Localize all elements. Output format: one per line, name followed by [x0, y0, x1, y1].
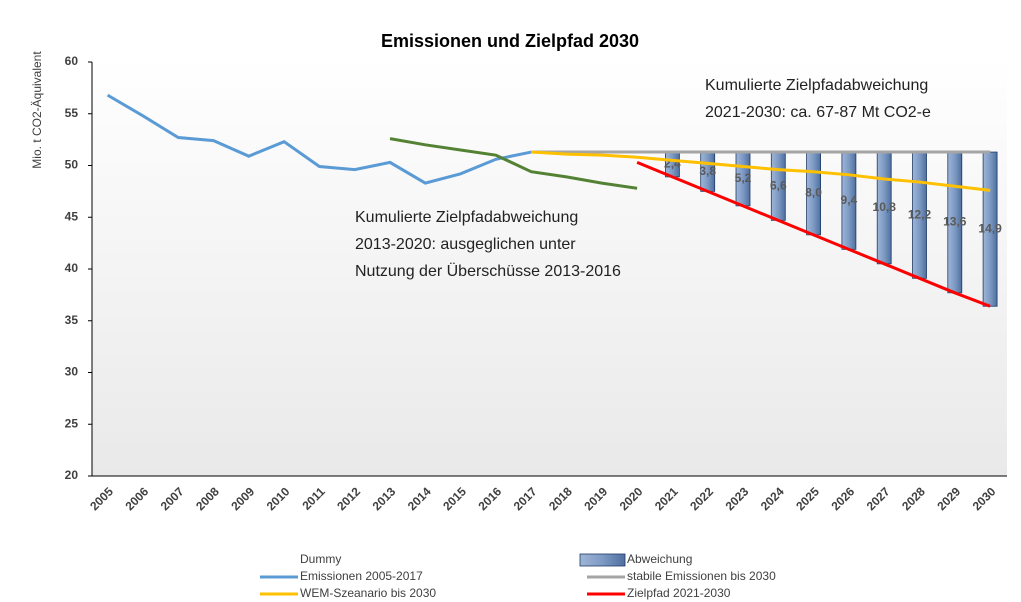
y-tick-label: 55: [65, 106, 79, 120]
legend-label: Zielpfad 2021-2030: [627, 586, 731, 600]
legend-label: Dummy: [300, 552, 341, 566]
y-tick-label: 50: [65, 158, 79, 172]
bar-label: 8,0: [805, 186, 822, 200]
bar-label: 13,6: [943, 215, 967, 229]
legend-label: stabile Emissionen bis 2030: [627, 569, 776, 583]
bar-label: 6,6: [770, 178, 787, 192]
y-tick-label: 40: [65, 261, 79, 275]
annotation: 2021-2030: ca. 67-87 Mt CO2-e: [705, 104, 931, 121]
bar-label: 10,8: [873, 200, 897, 214]
y-tick-label: 30: [65, 365, 79, 379]
legend-label: Abweichung: [627, 552, 692, 566]
y-tick-label: 25: [65, 416, 79, 430]
bar-label: 5,2: [735, 171, 752, 185]
y-tick-label: 35: [65, 313, 79, 327]
annotation: 2013-2020: ausgeglichen unter: [355, 236, 576, 253]
legend-label: WEM-Szeanario bis 2030: [300, 586, 436, 600]
y-axis-label: Mio. t CO2-Äquivalent: [30, 51, 44, 169]
bar-label: 3,8: [699, 164, 716, 178]
legend-swatch: [579, 553, 626, 567]
y-tick-label: 45: [65, 209, 79, 223]
y-tick-label: 20: [65, 468, 79, 482]
plot-area: [92, 56, 1007, 476]
bar-label: 9,4: [841, 193, 858, 207]
line-series: [389, 137, 638, 190]
line-series: [106, 93, 532, 185]
line-series: [531, 150, 991, 192]
annotation: Nutzung der Überschüsse 2013-2016: [355, 262, 621, 280]
annotation: Kumulierte Zielpfadabweichung: [355, 209, 578, 226]
bar-label: 12,2: [908, 207, 932, 221]
annotation: Kumulierte Zielpfadabweichung: [705, 77, 928, 94]
line-series: [636, 161, 991, 308]
legend-label: Emissionen 2005-2017: [300, 569, 423, 583]
bar-label: 14,9: [978, 221, 1002, 235]
chart-title: Emissionen und Zielpfad 2030: [381, 31, 639, 51]
y-tick-label: 60: [65, 54, 79, 68]
